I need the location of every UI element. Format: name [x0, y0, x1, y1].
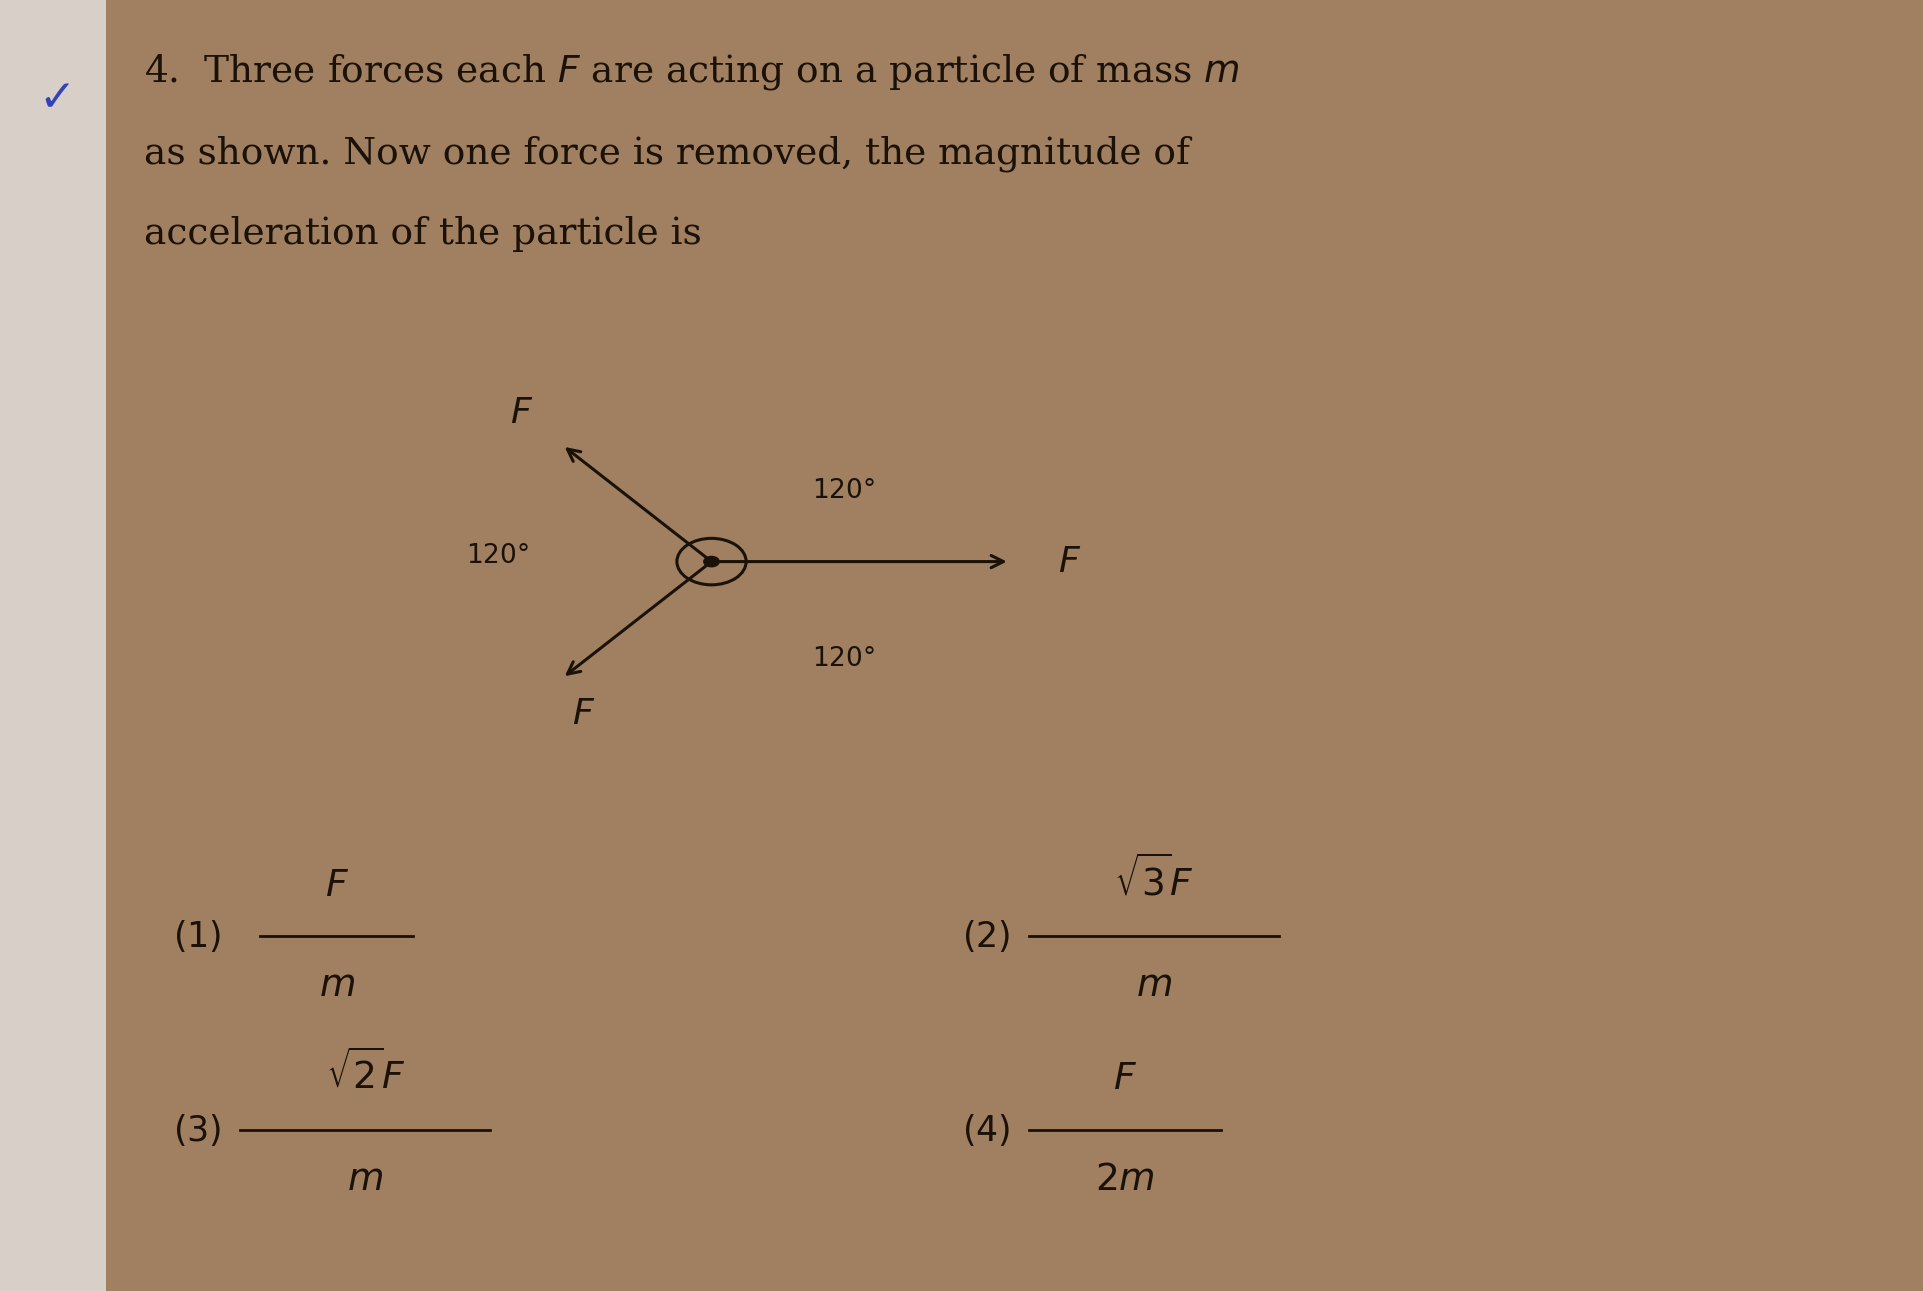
Text: $\sqrt{2}F$: $\sqrt{2}F$ — [325, 1051, 406, 1097]
Text: $120°$: $120°$ — [812, 479, 875, 503]
Circle shape — [704, 556, 719, 567]
Text: $m$: $m$ — [319, 968, 354, 1004]
Text: $2m$: $2m$ — [1096, 1162, 1154, 1198]
Text: acceleration of the particle is: acceleration of the particle is — [144, 216, 702, 252]
Text: as shown. Now one force is removed, the magnitude of: as shown. Now one force is removed, the … — [144, 136, 1190, 172]
Text: $(2)$: $(2)$ — [962, 918, 1010, 954]
Text: $\sqrt{3}F$: $\sqrt{3}F$ — [1113, 856, 1194, 904]
Text: $120°$: $120°$ — [465, 542, 529, 568]
Text: $F$: $F$ — [1058, 545, 1081, 578]
Text: $m$: $m$ — [348, 1162, 383, 1198]
Text: $\checkmark$: $\checkmark$ — [38, 75, 69, 119]
Text: $F$: $F$ — [1113, 1061, 1136, 1097]
Text: $120°$: $120°$ — [812, 646, 875, 670]
Text: $m$: $m$ — [1136, 968, 1171, 1004]
Text: $(1)$: $(1)$ — [173, 918, 221, 954]
Text: $F$: $F$ — [325, 868, 348, 904]
Text: 4.  Three forces each $F$ are acting on a particle of mass $m$: 4. Three forces each $F$ are acting on a… — [144, 52, 1240, 92]
Text: $(4)$: $(4)$ — [962, 1112, 1010, 1148]
Text: $F$: $F$ — [571, 697, 596, 731]
Text: $(3)$: $(3)$ — [173, 1112, 221, 1148]
Text: $F$: $F$ — [510, 396, 535, 430]
